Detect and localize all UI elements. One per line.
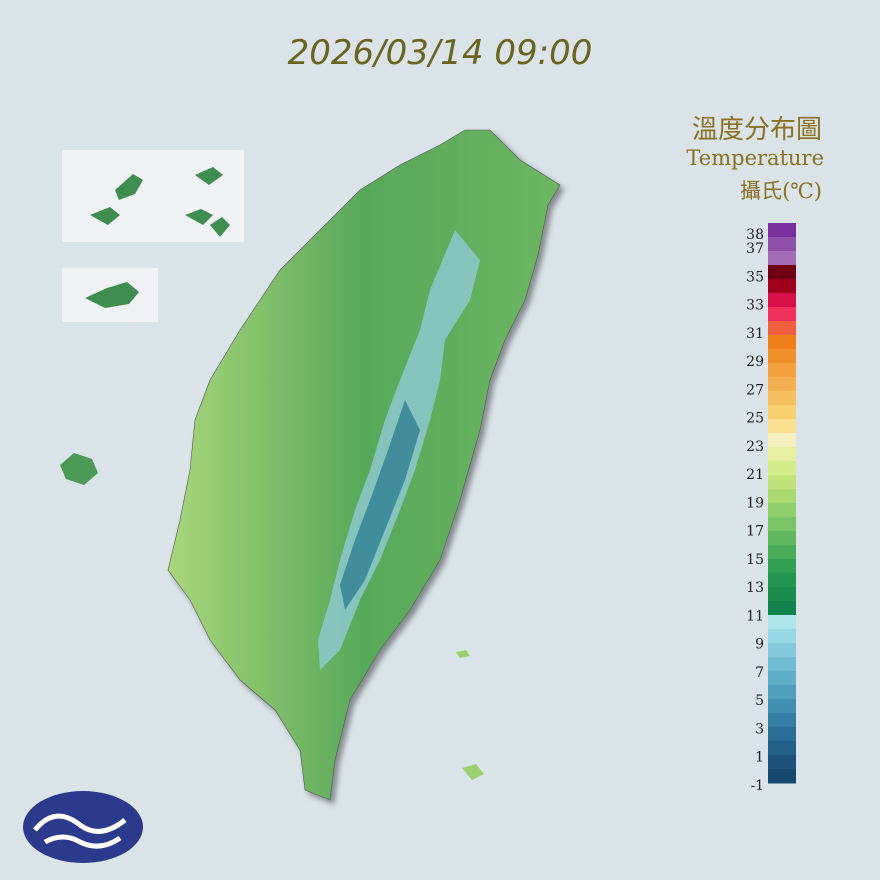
legend-swatch bbox=[768, 573, 796, 588]
legend-swatch bbox=[768, 629, 796, 644]
legend-swatch bbox=[768, 657, 796, 672]
legend-swatch bbox=[768, 461, 796, 476]
legend-swatch bbox=[768, 489, 796, 504]
island bbox=[60, 453, 98, 485]
legend-swatch bbox=[768, 503, 796, 518]
legend-swatch bbox=[768, 587, 796, 602]
mountain-peak bbox=[340, 400, 420, 610]
legend-swatch bbox=[768, 405, 796, 420]
legend-tick-label: 7 bbox=[755, 665, 764, 681]
legend-swatch bbox=[768, 699, 796, 714]
legend-swatch bbox=[768, 769, 796, 784]
legend-swatch bbox=[768, 265, 796, 280]
legend-swatch bbox=[768, 685, 796, 700]
legend-tick-label: 37 bbox=[746, 241, 764, 257]
legend-swatch bbox=[768, 307, 796, 322]
map-title: 2026/03/14 09:00 bbox=[288, 33, 593, 73]
legend-swatch bbox=[768, 363, 796, 378]
legend-tick-label: 38 bbox=[746, 227, 764, 243]
legend-tick-label: 31 bbox=[746, 326, 764, 342]
legend-swatch bbox=[768, 559, 796, 574]
legend-swatch bbox=[768, 279, 796, 294]
legend-swatch bbox=[768, 545, 796, 560]
legend-tick-label: 27 bbox=[746, 382, 764, 398]
legend-swatch bbox=[768, 755, 796, 770]
legend-swatch bbox=[768, 713, 796, 728]
legend-tick-label: 13 bbox=[746, 580, 764, 596]
legend-swatch bbox=[768, 419, 796, 434]
legend-tick-label: 3 bbox=[755, 721, 764, 737]
legend-tick-label: 33 bbox=[746, 298, 764, 314]
legend-swatch bbox=[768, 433, 796, 448]
legend-title: 溫度分布圖 bbox=[692, 115, 822, 145]
legend-tick-label: 5 bbox=[755, 693, 764, 709]
legend-swatch bbox=[768, 321, 796, 336]
legend-swatch bbox=[768, 349, 796, 364]
island bbox=[85, 282, 139, 308]
legend-swatch bbox=[768, 643, 796, 658]
legend-swatch bbox=[768, 293, 796, 308]
legend-swatch bbox=[768, 601, 796, 616]
legend-tick-label: -1 bbox=[750, 778, 764, 794]
legend-tick-label: 21 bbox=[746, 467, 764, 483]
legend-swatch bbox=[768, 391, 796, 406]
legend-swatch bbox=[768, 237, 796, 252]
legend-swatch bbox=[768, 615, 796, 630]
legend-tick-label: 23 bbox=[746, 439, 764, 455]
island bbox=[90, 167, 230, 237]
legend-tick-label: 29 bbox=[746, 354, 764, 370]
legend-tick-label: 17 bbox=[746, 524, 764, 540]
legend-swatch bbox=[768, 517, 796, 532]
legend-tick-label: 19 bbox=[746, 495, 764, 511]
legend-tick-label: 15 bbox=[746, 552, 764, 568]
legend-swatch bbox=[768, 475, 796, 490]
legend-tick-label: 11 bbox=[746, 608, 764, 624]
legend-tick-label: 9 bbox=[755, 637, 764, 653]
legend-swatch bbox=[768, 447, 796, 462]
legend-swatch bbox=[768, 251, 796, 266]
legend-tick-label: 25 bbox=[746, 411, 764, 427]
legend-tick-label: 35 bbox=[746, 269, 764, 285]
legend-swatch bbox=[768, 671, 796, 686]
legend-swatch bbox=[768, 223, 796, 238]
legend-subtitle: Temperature bbox=[686, 146, 824, 170]
logo-mark bbox=[33, 813, 127, 849]
legend-swatch bbox=[768, 335, 796, 350]
legend-tick-label: 1 bbox=[755, 750, 764, 766]
legend-swatch bbox=[768, 727, 796, 742]
legend-unit: 攝氏(℃) bbox=[740, 179, 822, 203]
legend-swatch bbox=[768, 531, 796, 546]
legend-swatch bbox=[768, 741, 796, 756]
legend-swatch bbox=[768, 377, 796, 392]
